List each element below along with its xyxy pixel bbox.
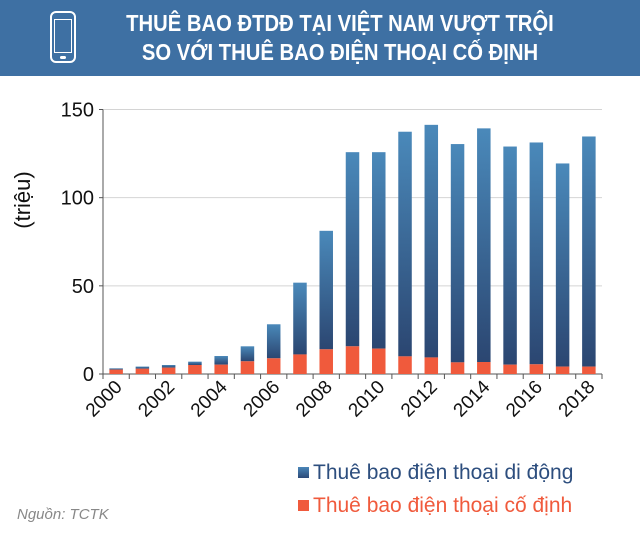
bar-fixed-2013 [450, 362, 465, 374]
x-tick-label: 2018 [555, 377, 600, 422]
bar-fixed-2018 [582, 366, 596, 374]
bar-fixed-2000 [109, 369, 123, 374]
x-tick-label: 2010 [345, 377, 390, 422]
smartphone-icon [50, 11, 76, 63]
header-banner: THUÊ BAO ĐTDĐ TẠI VIỆT NAM VƯỢT TRỘI SO … [0, 0, 640, 76]
bar-mobile-2011 [398, 131, 412, 357]
bar-mobile-2010 [372, 152, 386, 349]
bar-fixed-2016 [529, 364, 544, 374]
bar-fixed-2003 [188, 365, 202, 374]
bar-mobile-2017 [555, 163, 570, 367]
chart-title-line1: THUÊ BAO ĐTDĐ TẠI VIỆT NAM VƯỢT TRỘI [126, 10, 554, 36]
bar-mobile-2007 [293, 282, 307, 355]
legend-swatch-fixed [298, 500, 309, 511]
bar-mobile-2009 [345, 152, 360, 347]
legend-label-fixed: Thuê bao điện thoại cố định [313, 493, 573, 517]
bar-mobile-2001 [135, 366, 150, 369]
bar-fixed-2014 [477, 362, 491, 374]
bar-fixed-2009 [345, 346, 360, 374]
bar-fixed-2006 [266, 358, 281, 374]
bar-fixed-2005 [240, 361, 255, 374]
x-tick-label: 2014 [450, 376, 495, 421]
bar-mobile-2008 [319, 230, 333, 350]
y-tick-label: 100 [61, 188, 94, 210]
bar-fixed-2004 [214, 364, 228, 374]
bar-mobile-2002 [161, 365, 176, 368]
bar-fixed-2015 [503, 364, 517, 374]
legend-item-fixed: Thuê bao điện thoại cố định [298, 489, 573, 522]
legend: Thuê bao điện thoại di động Thuê bao điệ… [298, 456, 573, 522]
y-axis-label: (triệu) [10, 171, 35, 228]
bar-mobile-2004 [214, 356, 228, 365]
bar-mobile-2006 [266, 324, 281, 359]
x-tick-label: 2008 [292, 377, 337, 422]
chart-title-line2: SO VỚI THUÊ BAO ĐIỆN THOẠI CỐ ĐỊNH [141, 39, 539, 65]
y-tick-label: 50 [72, 276, 94, 298]
x-tick-label: 2016 [502, 377, 547, 422]
x-tick-label: 2012 [397, 377, 442, 422]
x-tick-label: 2006 [239, 377, 284, 422]
bar-fixed-2012 [424, 357, 439, 374]
source-note: Nguồn: TCTK [17, 506, 109, 523]
bar-fixed-2007 [293, 354, 307, 374]
x-tick-label: 2004 [187, 376, 232, 421]
bar-mobile-2012 [424, 124, 439, 358]
bar-mobile-2000 [109, 368, 123, 370]
bar-fixed-2011 [398, 356, 412, 374]
bar-fixed-2017 [555, 366, 570, 374]
bar-mobile-2015 [503, 146, 517, 365]
bar-mobile-2014 [477, 128, 491, 363]
bar-mobile-2013 [450, 144, 465, 363]
bar-mobile-2016 [529, 142, 544, 365]
bar-fixed-2010 [372, 348, 386, 374]
bar-mobile-2018 [582, 136, 596, 367]
bar-mobile-2005 [240, 346, 255, 362]
y-tick-label: 0 [83, 364, 94, 386]
bar-fixed-2001 [135, 368, 150, 374]
bar-fixed-2008 [319, 349, 333, 374]
bar-mobile-2003 [188, 361, 202, 366]
legend-item-mobile: Thuê bao điện thoại di động [298, 456, 573, 489]
bar-fixed-2002 [161, 367, 176, 374]
y-tick-label: 150 [61, 100, 94, 122]
legend-swatch-mobile [298, 467, 309, 478]
legend-label-mobile: Thuê bao điện thoại di động [313, 460, 574, 484]
x-tick-label: 2002 [134, 377, 179, 422]
